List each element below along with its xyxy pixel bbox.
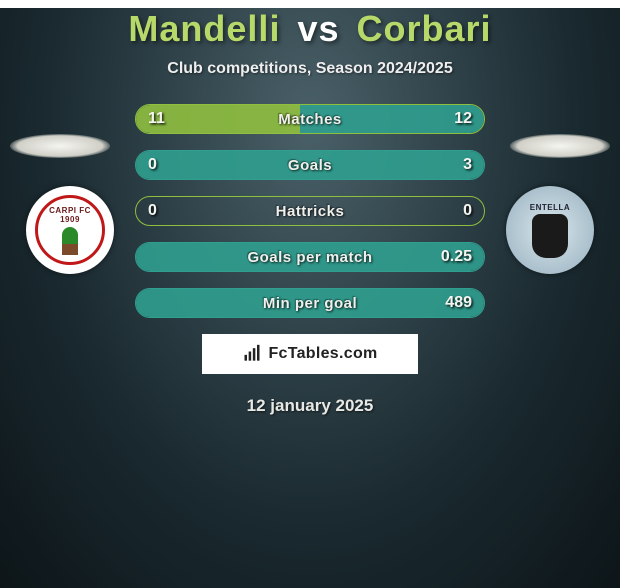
spotlight-right <box>510 134 610 158</box>
title-player2: Corbari <box>357 8 492 49</box>
bar-value-right: 0.25 <box>441 248 472 266</box>
stats-container: Matches 11 12 Goals 0 3 Hattricks 0 0 Goals per m… <box>135 104 485 318</box>
title-player1: Mandelli <box>128 8 280 49</box>
crest-left: CARPI FC 1909 <box>26 186 114 274</box>
bar-value-right: 489 <box>445 294 472 312</box>
bar-value-right: 0 <box>463 202 472 220</box>
bar-value-right: 12 <box>454 110 472 128</box>
bar-value-left: 0 <box>148 156 157 174</box>
crest-right-emblem <box>532 214 568 258</box>
crest-left-emblem <box>62 227 78 255</box>
bar-value-right: 3 <box>463 156 472 174</box>
stat-row-goals-per-match: Goals per match 0.25 <box>135 242 485 272</box>
stat-row-min-per-goal: Min per goal 489 <box>135 288 485 318</box>
date-text: 12 january 2025 <box>0 396 620 416</box>
chart-icon <box>242 344 262 364</box>
stat-row-matches: Matches 11 12 <box>135 104 485 134</box>
crest-right-label: ENTELLA <box>530 203 570 212</box>
crest-right: ENTELLA <box>506 186 594 274</box>
page-title: Mandelli vs Corbari <box>0 8 620 50</box>
spotlight-left <box>10 134 110 158</box>
bar-label: Goals per match <box>247 249 372 266</box>
watermark-text: FcTables.com <box>268 345 377 363</box>
watermark: FcTables.com <box>202 334 418 374</box>
bar-value-left: 11 <box>148 110 165 128</box>
bar-label: Goals <box>288 157 332 174</box>
title-vs: vs <box>297 8 339 49</box>
crest-left-label: CARPI FC 1909 <box>38 206 102 224</box>
bar-label: Min per goal <box>263 295 357 312</box>
bar-value-left: 0 <box>148 202 157 220</box>
subtitle: Club competitions, Season 2024/2025 <box>0 60 620 78</box>
bar-label: Hattricks <box>276 203 345 220</box>
bar-label: Matches <box>278 111 342 128</box>
stat-row-hattricks: Hattricks 0 0 <box>135 196 485 226</box>
stat-row-goals: Goals 0 3 <box>135 150 485 180</box>
